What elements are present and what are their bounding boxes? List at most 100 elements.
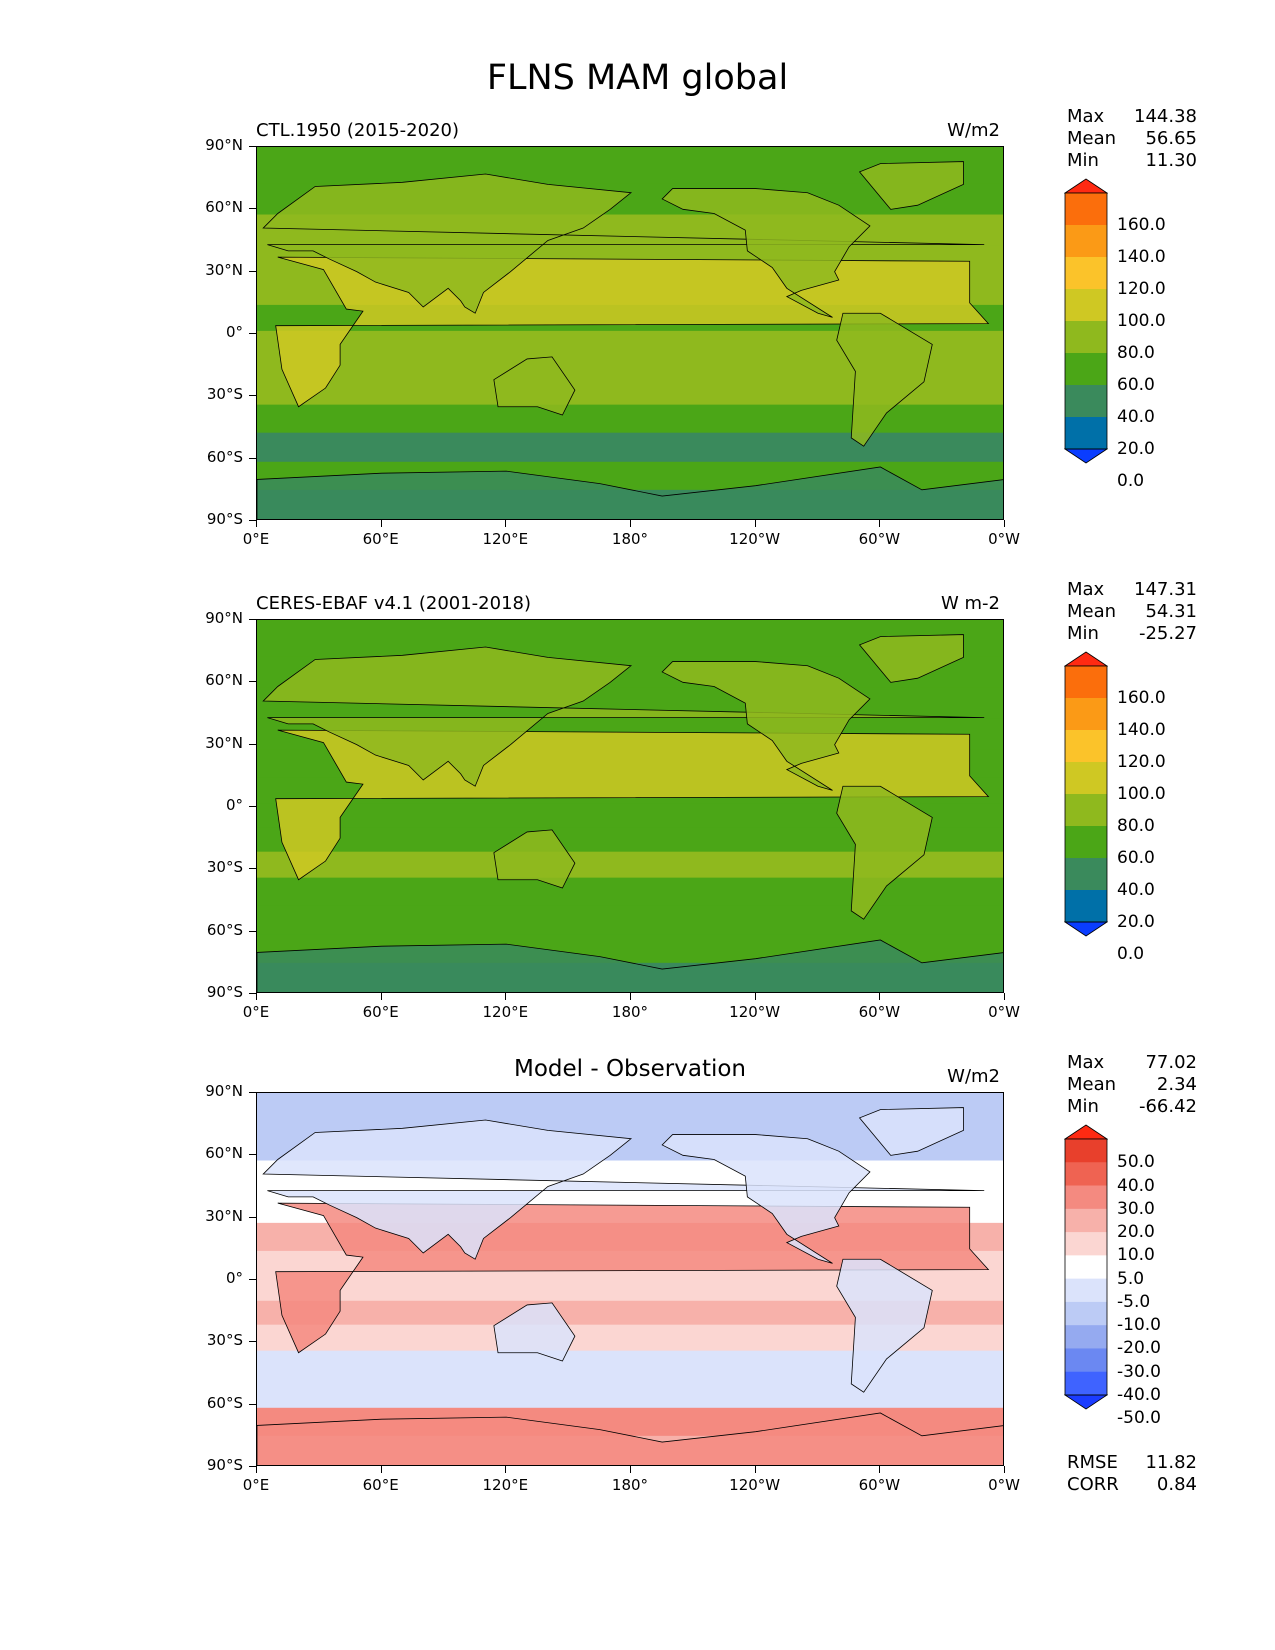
continent-outline [257, 939, 1003, 992]
lat-tick [249, 146, 256, 147]
colorbar-tick-label: 0.0 [1117, 471, 1145, 491]
lat-tick-label: 90°S [206, 1456, 243, 1474]
lon-tick-label: 60°E [362, 530, 399, 548]
stat-min: 11.30 [1145, 150, 1197, 171]
continent-outline [262, 1119, 985, 1260]
lon-tick [630, 1466, 631, 1473]
stat-max: 77.02 [1145, 1052, 1197, 1073]
lon-tick [879, 993, 881, 1000]
colorbar [1063, 651, 1109, 941]
continent-outline [836, 312, 933, 447]
lat-tick [249, 395, 256, 397]
panel-title: CTL.1950 (2015-2020) [256, 120, 460, 141]
colorbar-segment [1065, 762, 1107, 795]
lat-tick [249, 681, 256, 683]
lat-tick [249, 868, 256, 870]
continent-outline [858, 161, 964, 210]
lat-tick [249, 1279, 256, 1280]
colorbar-segment [1065, 890, 1107, 923]
colorbar-segment [1065, 385, 1107, 418]
stat-max: 144.38 [1134, 106, 1197, 127]
colorbar-segment [1065, 1301, 1107, 1326]
colorbar-segment [1065, 417, 1107, 450]
lat-tick [249, 993, 256, 994]
lat-tick-label: 90°N [205, 136, 243, 154]
lat-tick-label: 90°N [205, 609, 243, 627]
lat-tick [249, 457, 256, 459]
colorbar-tick-label: 140.0 [1117, 720, 1166, 740]
zonal-band [257, 905, 1003, 936]
rmse-label: RMSE [1067, 1452, 1118, 1473]
lat-tick [249, 743, 256, 745]
colorbar-tick-label: 50.0 [1117, 1152, 1155, 1173]
colorbar [1063, 1124, 1109, 1414]
stat-label-mean: Mean [1067, 601, 1117, 622]
lon-tick [1004, 1466, 1005, 1473]
lon-tick [505, 1466, 507, 1473]
continent-outline [661, 661, 871, 791]
stat-label-min: Min [1067, 1096, 1099, 1117]
zonal-band [257, 1378, 1003, 1409]
colorbar-tick-label: 40.0 [1117, 1175, 1155, 1196]
lon-tick-label: 120°E [482, 530, 529, 548]
lat-tick [249, 1466, 256, 1467]
stat-label-max: Max [1067, 579, 1105, 600]
lat-tick-label: 60°S [206, 920, 243, 939]
map-field [257, 1093, 1003, 1465]
continent-outline [836, 1258, 933, 1393]
continent-outline [257, 1412, 1003, 1465]
colorbar-segment [1065, 193, 1107, 226]
colorbar-svg [1063, 651, 1109, 937]
lon-tick [1004, 993, 1005, 1000]
stat-min: -66.42 [1138, 1096, 1197, 1117]
colorbar-segment [1065, 794, 1107, 827]
lat-tick-label: 0° [225, 1269, 243, 1287]
colorbar-tick-label: -5.0 [1117, 1291, 1151, 1312]
colorbar-segment [1065, 1208, 1107, 1233]
stat-max: 147.31 [1134, 579, 1197, 600]
lat-tick-label: 60°S [206, 447, 243, 466]
stats-box: Max 144.38 Mean 56.65 Min 11.30 [1067, 106, 1197, 172]
stat-mean: 54.31 [1145, 601, 1197, 622]
lon-tick [879, 520, 881, 527]
lat-tick-label: 0° [225, 323, 243, 341]
corr-label: CORR [1067, 1474, 1119, 1495]
panel-units: W/m2 [947, 120, 1000, 141]
colorbar-tick-label: -20.0 [1117, 1338, 1161, 1359]
colorbar-segment [1065, 289, 1107, 322]
panel-units: W/m2 [947, 1066, 1000, 1087]
panel-difference: Model - Observation W/m2 Max 77.02 Mean 2.… [0, 1052, 1275, 1536]
panel-model: CTL.1950 (2015-2020) W/m2 Max 144.38 Mean… [0, 106, 1275, 590]
colorbar-segment [1065, 1348, 1107, 1373]
colorbar-segment [1065, 698, 1107, 731]
lon-tick [754, 520, 756, 527]
corr-value: 0.84 [1156, 1474, 1197, 1495]
lon-tick [879, 1466, 881, 1473]
lat-tick [249, 619, 256, 620]
colorbar-segment [1065, 321, 1107, 354]
lat-tick [249, 1403, 256, 1405]
lat-tick [249, 806, 256, 807]
colorbar-extend-top [1063, 651, 1109, 667]
colorbar-extend-top [1063, 178, 1109, 194]
rmse-value: 11.82 [1145, 1452, 1197, 1473]
lon-tick-label: 0°W [988, 1003, 1020, 1021]
lat-tick [249, 333, 256, 334]
colorbar-tick-label: 60.0 [1117, 375, 1155, 395]
colorbar-segment [1065, 1139, 1107, 1163]
panel-title: CERES-EBAF v4.1 (2001-2018) [256, 593, 532, 614]
colorbar-segment [1065, 1232, 1107, 1256]
skill-scores: RMSE 11.82 CORR 0.84 [1067, 1452, 1197, 1496]
colorbar-tick-label: 80.0 [1117, 816, 1155, 836]
colorbar-tick-label: 160.0 [1117, 688, 1166, 708]
colorbar-segment [1065, 353, 1107, 386]
lon-tick-label: 120°W [729, 1003, 781, 1021]
colorbar-segment [1065, 225, 1107, 258]
stat-label-min: Min [1067, 623, 1099, 644]
lon-tick [256, 520, 257, 527]
lat-tick-label: 30°S [206, 385, 243, 404]
colorbar-tick-label: -50.0 [1117, 1408, 1161, 1429]
colorbar-segment [1065, 1325, 1107, 1349]
lat-tick [249, 1092, 256, 1093]
lon-tick [630, 993, 631, 1000]
